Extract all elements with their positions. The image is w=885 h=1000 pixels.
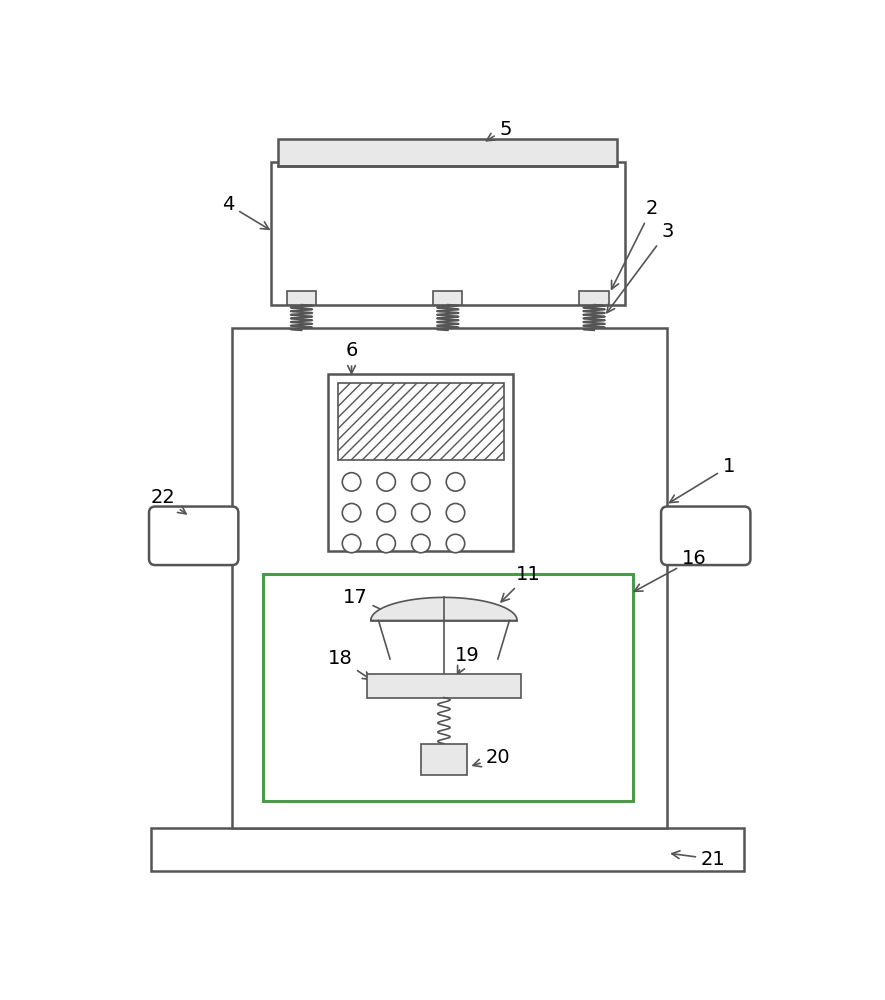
Circle shape	[377, 534, 396, 553]
Text: 22: 22	[150, 488, 186, 514]
Bar	[151, 828, 744, 871]
Text: 2: 2	[612, 199, 658, 289]
Text: 18: 18	[327, 650, 371, 680]
Circle shape	[412, 473, 430, 491]
Circle shape	[342, 473, 361, 491]
Circle shape	[446, 503, 465, 522]
Bar	[287, 291, 316, 305]
Bar	[580, 291, 609, 305]
Bar	[433, 291, 463, 305]
Text: 3: 3	[607, 222, 673, 313]
Polygon shape	[371, 597, 517, 620]
Text: 1: 1	[670, 457, 735, 503]
Text: 16: 16	[635, 549, 706, 591]
Bar	[338, 383, 504, 460]
Bar	[328, 374, 513, 551]
Text: 4: 4	[222, 195, 269, 229]
Bar	[421, 744, 467, 775]
FancyBboxPatch shape	[661, 507, 750, 565]
Circle shape	[446, 473, 465, 491]
Circle shape	[342, 534, 361, 553]
Text: 17: 17	[343, 588, 397, 617]
Text: 19: 19	[455, 646, 480, 674]
Circle shape	[342, 503, 361, 522]
Text: 6: 6	[345, 342, 358, 373]
Circle shape	[377, 503, 396, 522]
Bar	[263, 574, 633, 801]
Circle shape	[446, 534, 465, 553]
Text: 21: 21	[672, 850, 726, 869]
Circle shape	[412, 503, 430, 522]
Circle shape	[412, 534, 430, 553]
Bar	[232, 328, 667, 828]
Circle shape	[377, 473, 396, 491]
Bar	[279, 139, 617, 166]
FancyBboxPatch shape	[149, 507, 238, 565]
Text: 5: 5	[487, 120, 512, 141]
Bar	[271, 162, 625, 305]
Text: 20: 20	[473, 748, 510, 767]
Text: 11: 11	[501, 565, 541, 602]
Bar	[367, 674, 521, 698]
